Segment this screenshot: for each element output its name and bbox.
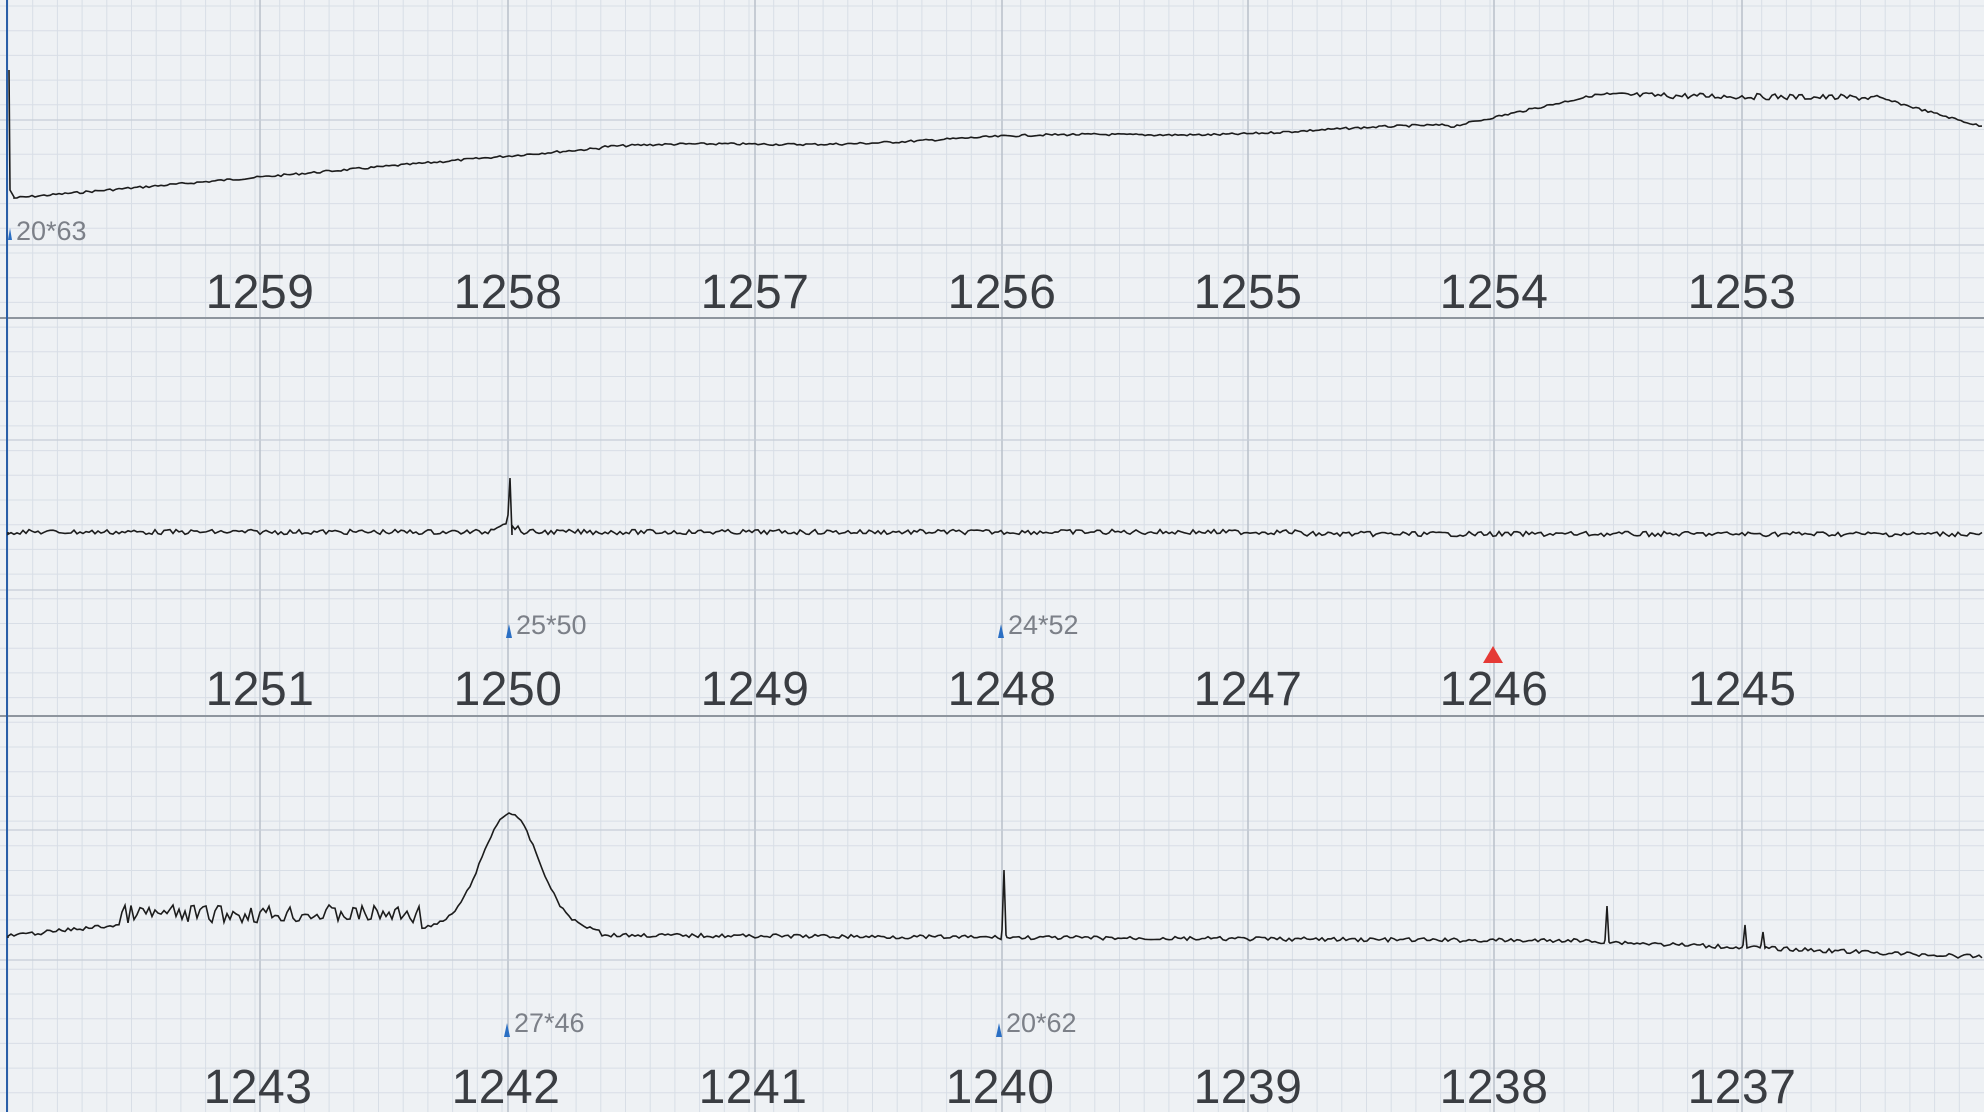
time-label: 1237 xyxy=(1688,1061,1797,1112)
time-label: 1259 xyxy=(206,266,315,319)
strip-row-2: 25*50 24*52 1251 1250 1249 1248 1247 124… xyxy=(7,477,1983,716)
marker-2-1: 20*62 xyxy=(996,1008,1077,1038)
time-label: 1239 xyxy=(1194,1061,1303,1112)
time-label: 1248 xyxy=(948,663,1057,716)
time-labels-row-1: 1259 1258 1257 1256 1255 1254 1253 xyxy=(206,266,1797,319)
trace-row-1 xyxy=(8,69,1983,199)
marker-2-0: 27*46 xyxy=(504,1008,585,1038)
time-label: 1251 xyxy=(206,663,315,716)
marker-1-0: 25*50 xyxy=(506,610,587,640)
time-label: 1255 xyxy=(1194,266,1303,319)
time-label: 1243 xyxy=(204,1061,313,1112)
strip-row-1: 20*63 1259 1258 1257 1256 1255 1254 1253 xyxy=(8,69,1983,319)
marker-1-1: 24*52 xyxy=(998,610,1079,640)
marker-label: 25*50 xyxy=(516,610,587,640)
marker-0-0: 20*63 xyxy=(8,216,87,246)
time-label: 1247 xyxy=(1194,663,1303,716)
time-label: 1238 xyxy=(1440,1061,1549,1112)
trace-row-2 xyxy=(7,477,1983,538)
time-label: 1254 xyxy=(1440,266,1549,319)
time-label: 1256 xyxy=(948,266,1057,319)
marker-pin-icon xyxy=(504,1023,510,1037)
time-label: 1250 xyxy=(454,663,563,716)
time-labels-row-2: 1251 1250 1249 1248 1247 1246 1245 xyxy=(206,663,1797,716)
marker-pin-icon xyxy=(996,1023,1002,1037)
marker-label: 24*52 xyxy=(1008,610,1079,640)
time-label: 1245 xyxy=(1688,663,1797,716)
marker-pin-icon xyxy=(998,624,1004,638)
marker-label: 20*63 xyxy=(16,216,87,246)
time-labels-row-3: 1243 1242 1241 1240 1239 1238 1237 xyxy=(204,1061,1797,1112)
time-label: 1246 xyxy=(1440,663,1549,716)
time-label: 1253 xyxy=(1688,266,1797,319)
time-label: 1257 xyxy=(701,266,810,319)
time-label: 1240 xyxy=(946,1061,1055,1112)
time-label: 1241 xyxy=(699,1061,808,1112)
time-label: 1242 xyxy=(452,1061,561,1112)
marker-pin-icon xyxy=(506,624,512,638)
event-triangle-icon xyxy=(1483,646,1503,663)
marker-label: 20*62 xyxy=(1006,1008,1077,1038)
marker-pin-icon xyxy=(8,228,12,240)
trace-row-3 xyxy=(7,812,1983,959)
time-label: 1249 xyxy=(701,663,810,716)
marker-label: 27*46 xyxy=(514,1008,585,1038)
strip-row-3: 27*46 20*62 1243 1242 1241 1240 1239 123… xyxy=(7,812,1983,1112)
time-label: 1258 xyxy=(454,266,563,319)
